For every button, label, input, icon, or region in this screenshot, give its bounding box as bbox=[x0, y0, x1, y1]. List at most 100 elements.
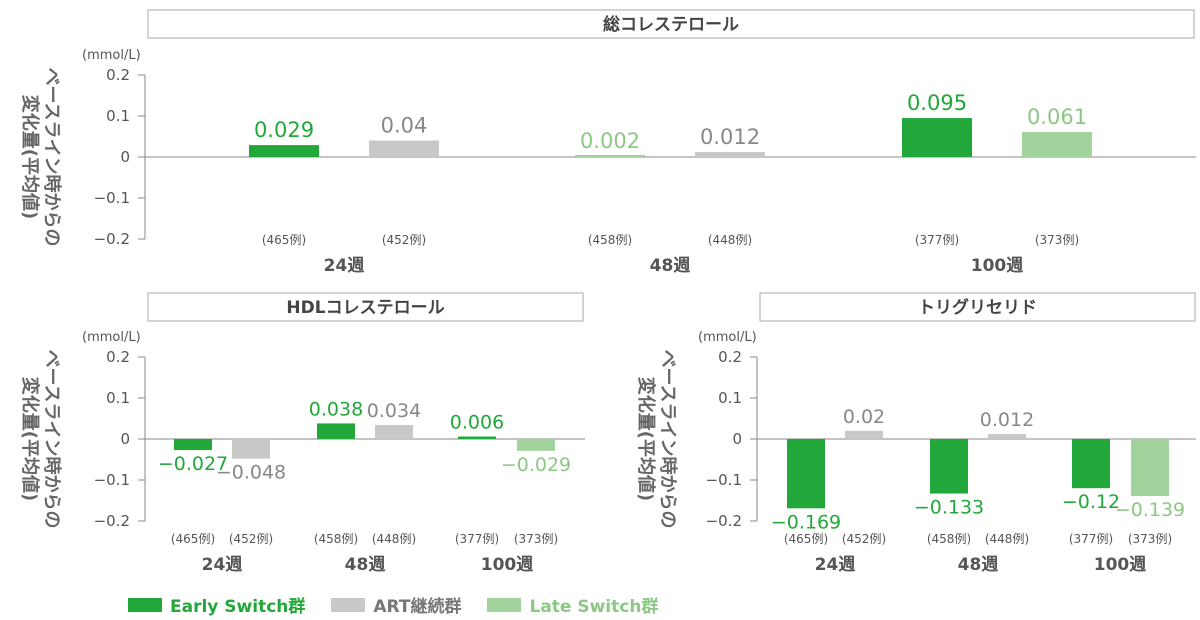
bar bbox=[249, 145, 319, 157]
data-label: −0.029 bbox=[501, 454, 571, 476]
legend-label-late: Late Switch群 bbox=[529, 597, 659, 617]
data-label: 0.02 bbox=[843, 406, 885, 428]
bar bbox=[369, 140, 439, 157]
data-label: 0.012 bbox=[980, 409, 1034, 431]
legend-item-art: ART継続群 bbox=[331, 592, 461, 617]
sample-size-label: (458例) bbox=[588, 233, 632, 247]
data-label: 0.061 bbox=[1027, 105, 1087, 129]
sample-size-label: (448例) bbox=[372, 532, 416, 546]
legend-item-late: Late Switch群 bbox=[487, 592, 658, 617]
panel-title-box bbox=[759, 292, 1196, 322]
bar bbox=[375, 425, 413, 439]
data-label: 0.095 bbox=[907, 91, 967, 115]
y-tick-label: 0.2 bbox=[106, 348, 130, 366]
y-tick-label: 0 bbox=[120, 430, 130, 448]
y-tick-label: −0.1 bbox=[706, 471, 742, 489]
y-axis-label-line1: ベースライン時からの bbox=[657, 349, 678, 528]
sample-size-label: (377例) bbox=[915, 233, 959, 247]
data-label: 0.006 bbox=[450, 412, 504, 434]
y-tick-label: 0 bbox=[732, 430, 742, 448]
category-label: 100週 bbox=[971, 256, 1024, 276]
y-axis-unit: (mmol/L) bbox=[698, 330, 757, 345]
sample-size-label: (465例) bbox=[262, 233, 306, 247]
panel-title: 総コレステロール bbox=[603, 14, 739, 35]
category-label: 48週 bbox=[958, 555, 999, 575]
data-label: 0.002 bbox=[580, 129, 640, 153]
bar bbox=[787, 439, 825, 509]
y-axis-unit: (mmol/L) bbox=[82, 48, 141, 63]
data-label: −0.139 bbox=[1115, 499, 1185, 521]
legend-swatch-art bbox=[331, 597, 366, 612]
sample-size-label: (448例) bbox=[708, 233, 752, 247]
y-axis-label-line2: 変化量(平均値) bbox=[19, 377, 41, 501]
category-label: 100週 bbox=[1094, 555, 1147, 575]
y-axis-label-line1: ベースライン時からの bbox=[41, 349, 62, 528]
y-tick-label: −0.2 bbox=[706, 512, 742, 530]
data-label: 0.034 bbox=[367, 400, 421, 422]
data-label: −0.048 bbox=[216, 462, 286, 484]
sample-size-label: (452例) bbox=[382, 233, 426, 247]
data-label: −0.133 bbox=[914, 497, 984, 519]
y-tick-label: 0.1 bbox=[106, 389, 130, 407]
legend-label-art: ART継続群 bbox=[373, 597, 462, 617]
data-label: −0.169 bbox=[771, 511, 841, 533]
y-axis-label-line2: 変化量(平均値) bbox=[19, 95, 41, 219]
category-label: 48週 bbox=[650, 256, 691, 276]
y-tick-label: 0.2 bbox=[718, 348, 742, 366]
sample-size-label: (377例) bbox=[1069, 532, 1113, 546]
y-tick-label: 0.1 bbox=[106, 107, 130, 125]
bar bbox=[517, 439, 555, 451]
sample-size-label: (458例) bbox=[314, 532, 358, 546]
sample-size-label: (465例) bbox=[171, 532, 215, 546]
legend-swatch-early bbox=[128, 597, 162, 612]
legend-label-early: Early Switch群 bbox=[170, 597, 306, 617]
sample-size-label: (373例) bbox=[1035, 233, 1079, 247]
legend-item-early: Early Switch群 bbox=[128, 592, 305, 617]
legend: Early Switch群 ART継続群 Late Switch群 bbox=[128, 592, 658, 617]
bar bbox=[988, 434, 1026, 439]
y-tick-label: 0.1 bbox=[718, 389, 742, 407]
y-tick-label: 0 bbox=[120, 148, 130, 166]
y-tick-label: −0.2 bbox=[94, 512, 130, 530]
data-label: 0.038 bbox=[309, 398, 363, 420]
bar bbox=[902, 118, 972, 157]
y-tick-label: −0.1 bbox=[94, 471, 130, 489]
category-label: 24週 bbox=[324, 256, 365, 276]
legend-swatch-late bbox=[487, 597, 522, 612]
bar bbox=[174, 439, 212, 451]
data-label: 0.012 bbox=[700, 125, 760, 149]
bar bbox=[845, 430, 883, 439]
sample-size-label: (373例) bbox=[514, 532, 558, 546]
bar bbox=[1131, 439, 1169, 496]
category-label: 48週 bbox=[345, 555, 386, 575]
panel-title: トリグリセリド bbox=[918, 297, 1037, 318]
bar bbox=[575, 155, 645, 157]
y-axis-unit: (mmol/L) bbox=[82, 330, 141, 345]
data-label: −0.12 bbox=[1062, 491, 1120, 513]
panel-title: HDLコレステロール bbox=[286, 298, 444, 318]
data-label: −0.027 bbox=[158, 453, 228, 475]
y-axis-label-line1: ベースライン時からの bbox=[41, 67, 62, 246]
bar bbox=[695, 152, 765, 157]
bar bbox=[930, 439, 968, 494]
bar bbox=[317, 423, 355, 439]
sample-size-label: (458例) bbox=[927, 532, 971, 546]
bar bbox=[232, 439, 270, 459]
sample-size-label: (373例) bbox=[1128, 532, 1172, 546]
y-tick-label: −0.1 bbox=[94, 189, 130, 207]
category-label: 24週 bbox=[202, 555, 243, 575]
panel-title-box bbox=[147, 292, 584, 322]
chart-canvas: 総コレステロール(mmol/L)ベースライン時からの変化量(平均値)0.20.1… bbox=[19, 9, 1196, 575]
data-label: 0.04 bbox=[381, 114, 428, 138]
panel-title-box bbox=[147, 9, 1195, 39]
data-label: 0.029 bbox=[254, 118, 314, 142]
sample-size-label: (452例) bbox=[229, 532, 273, 546]
y-tick-label: −0.2 bbox=[94, 230, 130, 248]
sample-size-label: (465例) bbox=[784, 532, 828, 546]
y-tick-label: 0.2 bbox=[106, 66, 130, 84]
category-label: 100週 bbox=[481, 555, 534, 575]
